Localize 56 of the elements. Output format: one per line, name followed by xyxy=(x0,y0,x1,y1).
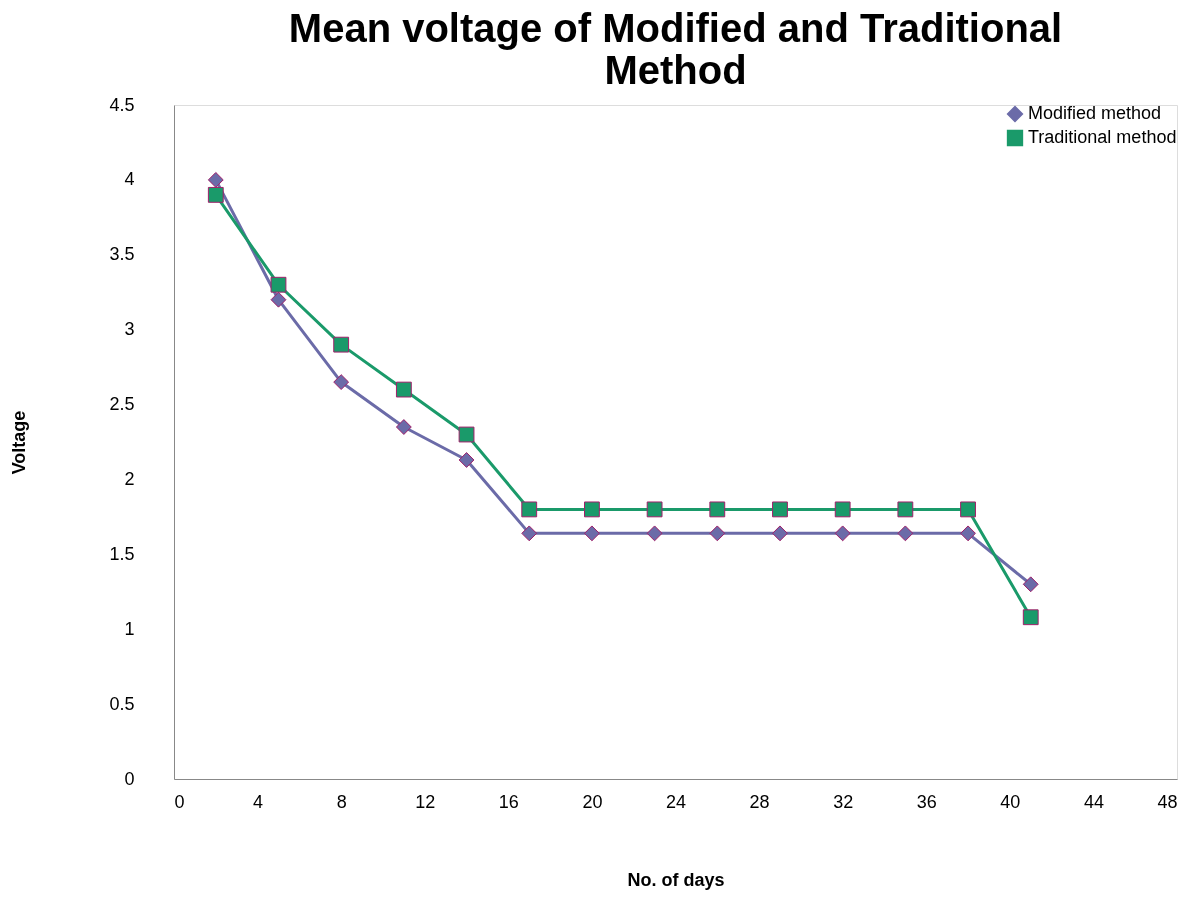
point xyxy=(207,186,224,203)
y-tick-label: 3.5 xyxy=(109,244,135,265)
x-tick-label: 16 xyxy=(498,791,519,812)
x-tick-label: 24 xyxy=(665,791,687,812)
chart-title: Mean voltage of Modified and Traditional Method xyxy=(288,6,1063,92)
x-tick-label: 12 xyxy=(415,791,436,812)
point xyxy=(333,374,350,390)
point xyxy=(709,501,726,518)
point xyxy=(458,452,475,468)
point xyxy=(709,525,726,542)
y-tick-label: 0 xyxy=(124,768,135,789)
legend-label: Modified method xyxy=(1028,103,1162,123)
x-tick-label: 36 xyxy=(916,791,937,812)
point xyxy=(521,501,538,518)
point xyxy=(584,501,600,518)
y-tick-label: 0.5 xyxy=(109,693,135,714)
x-tick-label: 28 xyxy=(749,791,770,812)
x-axis-title: No. of days xyxy=(627,869,725,890)
x-tick-label: 20 xyxy=(582,791,603,812)
y-tick-label: 3 xyxy=(124,319,135,340)
x-tick-label: 4 xyxy=(253,791,264,812)
point xyxy=(646,501,663,518)
y-tick-label: 1 xyxy=(124,618,135,639)
point xyxy=(834,501,851,518)
point xyxy=(395,419,412,435)
y-tick-label: 2 xyxy=(124,468,135,489)
y-tick-label: 2.5 xyxy=(109,394,135,415)
x-tick-label: 0 xyxy=(174,791,185,812)
y-tick-label: 4 xyxy=(124,169,135,190)
point xyxy=(270,276,287,293)
y-tick-label: 1.5 xyxy=(109,543,135,564)
point xyxy=(521,525,538,542)
point xyxy=(646,525,663,542)
point xyxy=(333,336,350,353)
point xyxy=(207,171,224,188)
point xyxy=(772,525,788,542)
y-tick-label: 4.5 xyxy=(109,94,135,115)
x-tick-label: 8 xyxy=(336,791,347,812)
x-tick-label: 40 xyxy=(1000,791,1021,812)
x-tick-label: 48 xyxy=(1157,791,1178,812)
point xyxy=(772,501,788,518)
x-tick-label: 32 xyxy=(833,791,854,812)
point xyxy=(897,501,914,518)
point xyxy=(960,525,976,542)
point xyxy=(458,426,475,443)
point xyxy=(584,525,600,542)
point xyxy=(834,525,851,542)
point xyxy=(960,501,976,518)
y-axis-title: Voltage xyxy=(9,410,30,475)
point xyxy=(1022,576,1039,593)
point xyxy=(270,291,287,308)
point xyxy=(1022,609,1039,626)
point xyxy=(395,381,412,398)
legend-label: Traditional method xyxy=(1028,127,1177,147)
x-tick-label: 44 xyxy=(1083,791,1104,812)
point xyxy=(897,525,914,542)
